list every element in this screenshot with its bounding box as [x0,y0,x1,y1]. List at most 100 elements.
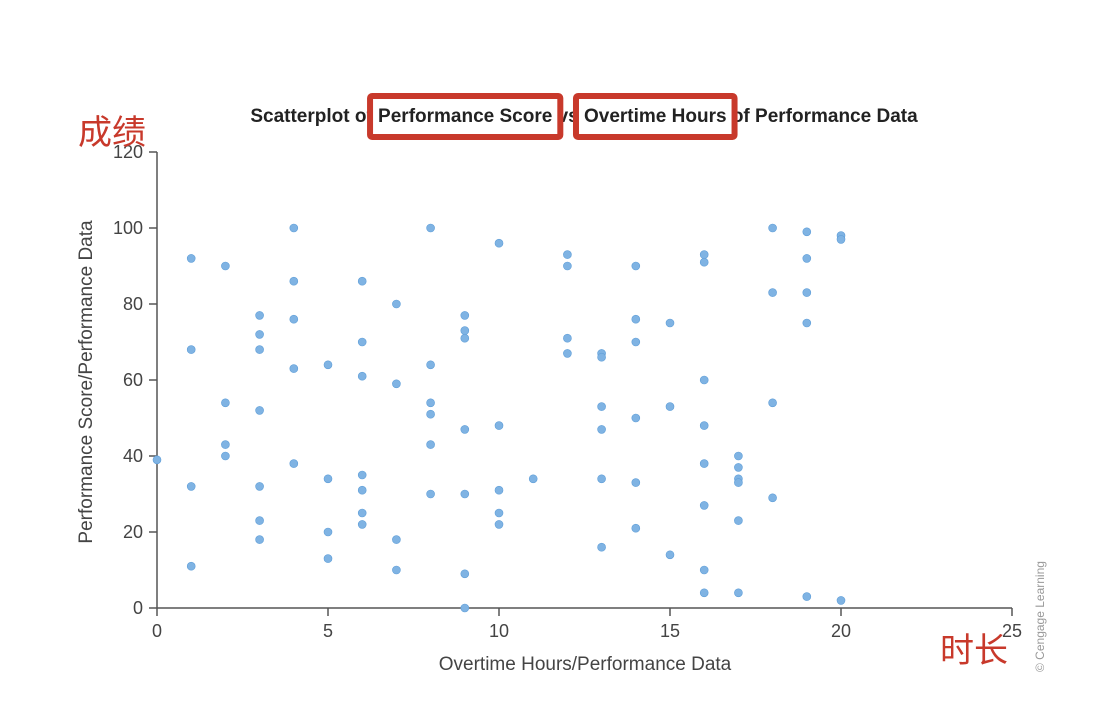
data-point [494,421,504,430]
data-point [460,569,470,579]
data-point [186,561,196,571]
data-point [357,337,367,347]
data-point [289,364,299,373]
data-point [665,318,675,328]
data-point [699,257,709,267]
x-tick-label: 5 [323,621,333,641]
chart-title: Scatterplot of Performance Score vs Over… [250,106,918,127]
data-point [802,318,812,328]
data-point [289,276,299,286]
data-point [734,451,743,461]
data-point [460,311,470,320]
data-point [734,588,743,598]
x-axis: 0 5 10 15 20 25 [152,607,1022,641]
data-point [563,250,572,259]
data-point [460,326,470,335]
data-point [494,520,504,529]
data-point [255,516,264,525]
data-point [699,459,709,468]
data-point [221,261,230,271]
data-point [802,592,812,601]
data-point [152,455,162,465]
data-point [631,413,641,423]
data-point [597,352,606,362]
data-point [563,349,572,358]
data-point [734,463,743,472]
data-point [323,360,333,370]
data-point [255,535,264,544]
data-point [323,527,333,537]
data-point [494,238,504,248]
data-point [699,375,709,385]
data-point [699,421,709,430]
copyright-watermark: © Cengage Learning [1033,561,1047,672]
y-tick-label: 0 [133,598,143,618]
data-point [597,474,606,484]
y-tick-label: 80 [123,294,143,314]
data-point [426,409,435,419]
data-point [631,337,641,347]
data-point [665,402,675,411]
data-point [392,535,401,544]
data-point [768,223,777,233]
x-tick-label: 15 [660,621,680,641]
data-point [597,425,606,434]
data-point [494,508,504,518]
data-point [186,254,196,263]
data-point [289,459,299,468]
data-point [357,371,367,381]
data-point [836,235,846,244]
data-point [460,489,470,499]
data-point [460,333,470,343]
y-tick-label: 40 [123,446,143,466]
data-point [460,603,470,613]
data-point [426,223,435,233]
data-point [836,596,846,605]
data-point [768,288,777,297]
data-point [699,565,709,575]
x-tick-label: 25 [1002,621,1022,641]
data-point [494,485,504,495]
data-point [221,440,230,449]
highlight-box-performance-score [367,93,564,140]
data-point [631,523,641,533]
data-point [392,565,401,575]
data-point [528,474,538,484]
data-point [357,276,367,286]
data-point [563,261,572,271]
y-axis: 0 20 40 60 80 100 120 [113,142,158,618]
data-point [186,482,196,491]
data-point [802,254,812,263]
data-point [255,406,264,415]
data-point [357,485,367,495]
y-tick-label: 60 [123,370,143,390]
data-point [597,542,606,552]
y-tick-label: 20 [123,522,143,542]
annotation-score-cn: 成绩 [78,113,146,153]
data-point [631,314,641,324]
data-point [426,360,435,370]
data-point [392,299,401,309]
y-axis-label: Performance Score/Performance Data [76,220,97,544]
y-tick-label: 120 [113,142,143,162]
data-point [460,425,470,434]
data-point [289,223,299,233]
data-point [357,520,367,529]
data-point [255,311,264,320]
data-point [221,451,230,461]
data-point [255,482,264,491]
data-point [221,398,230,408]
data-point [631,261,641,271]
data-point [699,250,709,259]
data-point [597,402,606,411]
annotation-duration-cn: 时长 [940,631,1008,671]
highlight-box-overtime-hours [572,93,738,140]
x-axis-label: Overtime Hours/Performance Data [439,654,732,675]
data-point [426,440,435,449]
data-point [289,314,299,324]
data-points [152,223,846,613]
data-point [323,554,333,563]
data-point [768,398,777,408]
data-point [563,333,572,343]
